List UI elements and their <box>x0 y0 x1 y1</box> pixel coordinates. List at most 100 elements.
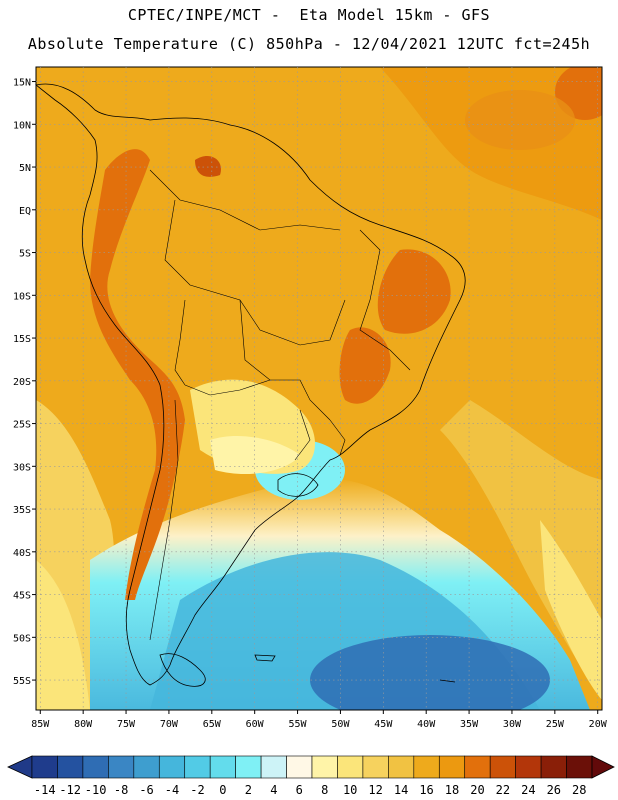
colorbar-swatch <box>515 755 542 779</box>
colorbar-swatch <box>286 755 313 779</box>
colorbar-under-triangle <box>7 755 33 779</box>
chart-title-line1: CPTEC/INPE/MCT - Eta Model 15km - GFS <box>127 6 491 24</box>
colorbar-label: 14 <box>394 783 408 797</box>
colorbar-swatch <box>540 755 567 779</box>
field-hot-brazil-central <box>339 327 391 404</box>
colorbar-swatch <box>82 755 109 779</box>
colorbar-swatch <box>464 755 491 779</box>
lon-label: 80W <box>74 719 93 730</box>
colorbar-label: -8 <box>114 783 128 797</box>
colorbar-label: 22 <box>496 783 510 797</box>
temperature-field <box>36 67 602 710</box>
lat-label: 45S <box>13 591 31 602</box>
lat-label: 10S <box>13 291 31 302</box>
colorbar-swatch <box>337 755 364 779</box>
colorbar-swatch <box>209 755 236 779</box>
country-borders <box>149 169 411 641</box>
latitude-labels: 15N 10N 5N EQ 5S 10S 15S 20S 25S 30S 35S 40S 45S 50S 5… <box>13 78 31 688</box>
lat-label: 25S <box>13 420 31 431</box>
colorbar-label: 6 <box>296 783 303 797</box>
colorbar-label: 2 <box>245 783 252 797</box>
field-hot-venezuela <box>195 155 221 177</box>
colorbar-label: -4 <box>165 783 179 797</box>
colorbar-swatch <box>108 755 135 779</box>
coastlines <box>35 83 466 687</box>
colorbar-label: -10 <box>85 783 107 797</box>
colorbar-swatch <box>362 755 389 779</box>
map-frame <box>35 66 603 711</box>
graticule <box>32 67 602 714</box>
lat-label: 10N <box>13 120 31 131</box>
lat-label: 35S <box>13 505 31 516</box>
colorbar-label: -14 <box>34 783 56 797</box>
colorbar-swatch <box>184 755 211 779</box>
colorbar-labels: -14 -12 -10 -8 -6 -4 -2 0 2 4 6 8 10 12 14 16 18 20 22 24 26… <box>34 783 587 797</box>
colorbar-swatch <box>133 755 160 779</box>
colorbar-swatch <box>158 755 186 779</box>
lon-label: 60W <box>246 719 265 730</box>
lon-label: 70W <box>160 719 179 730</box>
colorbar-label: 8 <box>321 783 328 797</box>
colorbar-swatch <box>413 755 440 779</box>
colorbar-swatch <box>260 755 287 779</box>
field-pacific-sw <box>36 560 90 710</box>
falkland-islands <box>254 654 276 662</box>
field-warm-ne <box>465 90 575 150</box>
lon-label: 55W <box>289 719 308 730</box>
colorbar-swatch <box>388 755 415 779</box>
colorbar-label: 26 <box>547 783 561 797</box>
lat-label: 15N <box>13 78 31 89</box>
colorbar-label: 4 <box>270 783 277 797</box>
lon-label: 75W <box>117 719 136 730</box>
lon-label: 30W <box>503 719 522 730</box>
lat-label: EQ <box>19 206 31 217</box>
colorbar-label: 28 <box>572 783 586 797</box>
field-coldest-core <box>310 635 550 710</box>
lat-label: 40S <box>13 548 31 559</box>
colorbar-label: -6 <box>139 783 153 797</box>
south-georgia <box>439 679 456 683</box>
lon-label: 50W <box>331 719 350 730</box>
colorbar-swatch <box>489 755 516 779</box>
colorbar-label: 18 <box>445 783 459 797</box>
colorbar-label: 16 <box>419 783 433 797</box>
lon-label: 20W <box>589 719 608 730</box>
colorbar-label: 20 <box>470 783 484 797</box>
lat-label: 30S <box>13 462 31 473</box>
field-pampa-cool <box>210 435 300 475</box>
longitude-labels: 85W 80W 75W 70W 65W 60W 55W 50W 45W 40W 35W 30W 25W 2… <box>31 719 607 730</box>
field-hot-brazil-ne <box>377 249 451 334</box>
field-south-atlantic-band2 <box>540 520 602 700</box>
colorbar-swatch <box>31 755 58 779</box>
south-america-coastline <box>35 83 466 686</box>
chart-title-line2: Absolute Temperature (C) 850hPa - 12/04/… <box>27 35 591 53</box>
lon-label: 65W <box>203 719 222 730</box>
colorbar-over-triangle <box>591 755 615 779</box>
colorbar <box>7 755 615 779</box>
lon-label: 35W <box>460 719 479 730</box>
tierra-del-fuego <box>159 653 206 687</box>
colorbar-label: 24 <box>521 783 535 797</box>
colorbar-swatch <box>438 755 466 779</box>
colorbar-label: -2 <box>190 783 204 797</box>
lon-label: 85W <box>31 719 50 730</box>
lat-label: 5S <box>19 249 31 260</box>
lat-label: 15S <box>13 334 31 345</box>
lon-label: 25W <box>546 719 565 730</box>
colorbar-swatch <box>311 755 338 779</box>
lat-label: 5N <box>19 163 31 174</box>
colorbar-label: 12 <box>368 783 382 797</box>
colorbar-label: 0 <box>219 783 226 797</box>
lon-label: 40W <box>417 719 436 730</box>
lat-label: 20S <box>13 377 31 388</box>
colorbar-swatch <box>235 755 262 779</box>
field-andes-ridge <box>90 149 185 600</box>
lat-label: 50S <box>13 633 31 644</box>
lat-label: 55S <box>13 676 31 687</box>
lon-label: 45W <box>374 719 393 730</box>
colorbar-label: -12 <box>59 783 81 797</box>
rio-de-la-plata <box>277 473 319 497</box>
colorbar-swatch <box>57 755 84 779</box>
colorbar-swatch <box>566 755 593 779</box>
